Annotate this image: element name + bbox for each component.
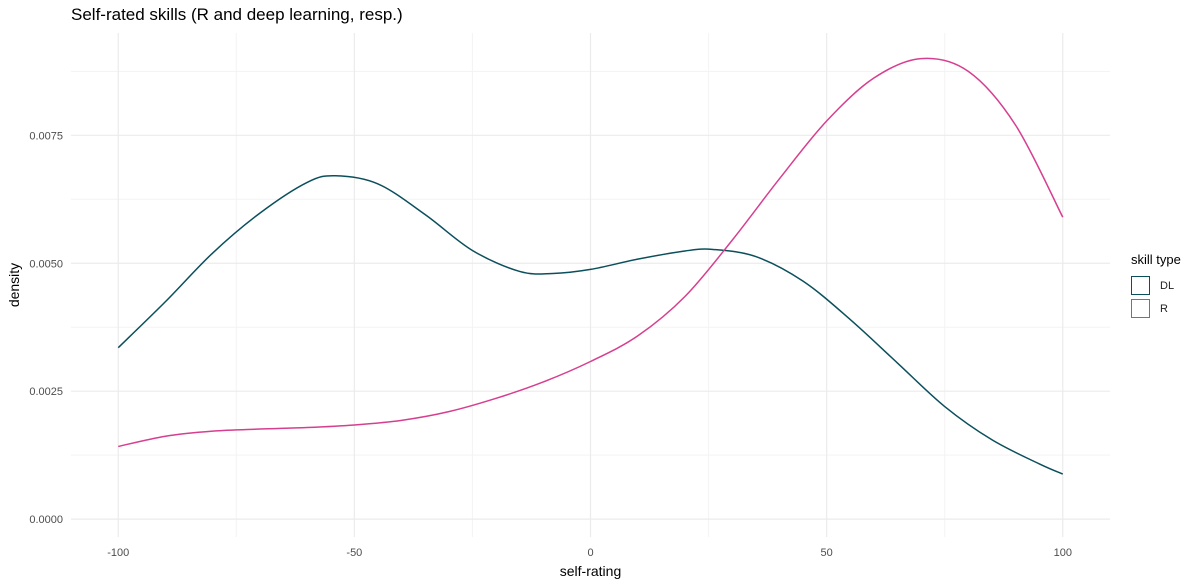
x-tick-label: -100 — [107, 547, 129, 559]
x-tick-label: 50 — [821, 547, 833, 559]
legend-label-dl: DL — [1160, 279, 1175, 292]
y-tick-label: 0.0025 — [29, 386, 63, 398]
chart-title: Self-rated skills (R and deep learning, … — [71, 5, 403, 24]
x-tick-label: -50 — [346, 547, 362, 559]
x-tick-label: 100 — [1054, 547, 1072, 559]
legend: skill type DL R — [1131, 252, 1181, 320]
series-line-r — [118, 57, 1064, 448]
series-line-dl — [117, 174, 1064, 475]
x-tick-label: 0 — [587, 547, 593, 559]
y-tick-label: 0.0075 — [29, 130, 63, 142]
x-axis-label: self-rating — [560, 563, 621, 579]
legend-label-r: R — [1160, 302, 1168, 315]
y-tick-label: 0.0050 — [29, 258, 63, 270]
legend-item-dl: DL — [1131, 274, 1181, 297]
legend-key-dl — [1131, 276, 1150, 295]
legend-key-r — [1131, 299, 1150, 318]
y-tick-label: 0.0000 — [29, 514, 63, 526]
legend-title: skill type — [1131, 252, 1181, 267]
y-axis-label: density — [6, 263, 22, 307]
legend-item-r: R — [1131, 297, 1181, 320]
